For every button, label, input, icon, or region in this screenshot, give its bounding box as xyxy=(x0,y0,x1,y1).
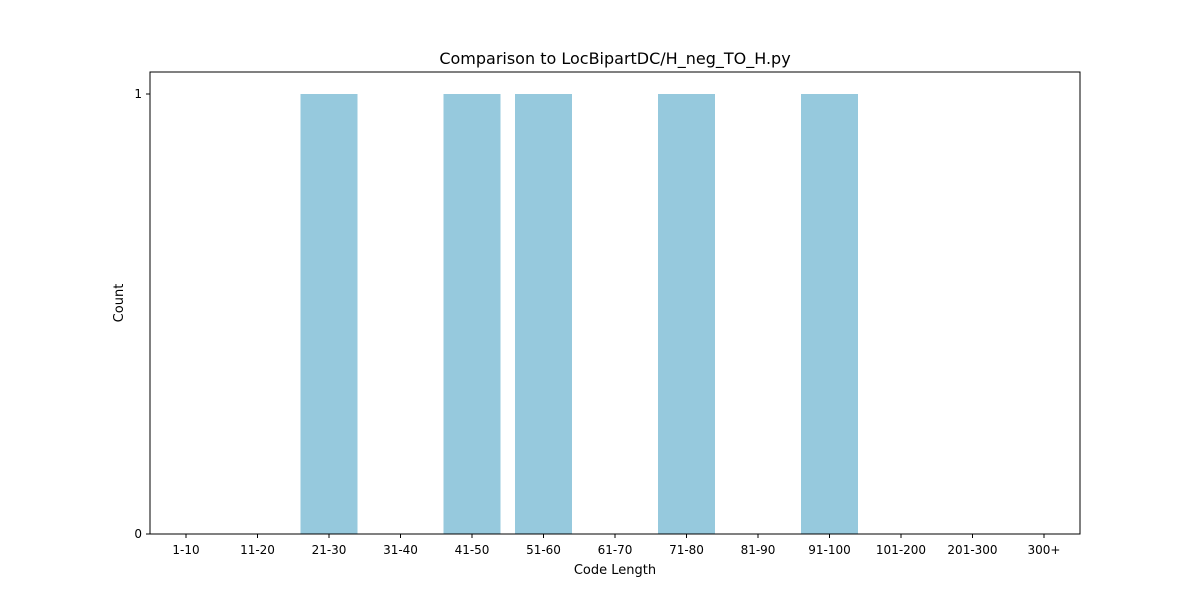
x-tick-label: 1-10 xyxy=(172,543,199,557)
y-axis-ticks: 01 xyxy=(134,87,150,541)
x-axis-label: Code Length xyxy=(574,563,656,578)
x-tick-label: 31-40 xyxy=(383,543,418,557)
x-tick-label: 300+ xyxy=(1028,543,1061,557)
x-tick-label: 201-300 xyxy=(947,543,997,557)
x-tick-label: 41-50 xyxy=(455,543,490,557)
bar-41-50 xyxy=(443,94,501,534)
x-tick-label: 101-200 xyxy=(876,543,926,557)
x-tick-label: 91-100 xyxy=(808,543,851,557)
bar-91-100 xyxy=(801,94,858,534)
y-tick-label: 1 xyxy=(134,87,142,101)
y-tick-label: 0 xyxy=(134,527,142,541)
x-axis-ticks: 1-10 11-20 21-30 31-40 41-50 51-60 61-70 71-80 8… xyxy=(172,534,1060,557)
x-tick-label: 61-70 xyxy=(598,543,633,557)
x-tick-label: 21-30 xyxy=(312,543,347,557)
bars-layer xyxy=(300,94,858,534)
chart-title: Comparison to LocBipartDC/H_neg_TO_H.py xyxy=(439,49,790,69)
x-tick-label: 51-60 xyxy=(526,543,561,557)
bar-71-80 xyxy=(658,94,715,534)
bar-51-60 xyxy=(515,94,572,534)
bar-21-30 xyxy=(300,94,358,534)
x-tick-label: 71-80 xyxy=(669,543,704,557)
x-tick-label: 81-90 xyxy=(741,543,776,557)
x-tick-label: 11-20 xyxy=(240,543,275,557)
y-axis-label: Count xyxy=(112,284,127,323)
